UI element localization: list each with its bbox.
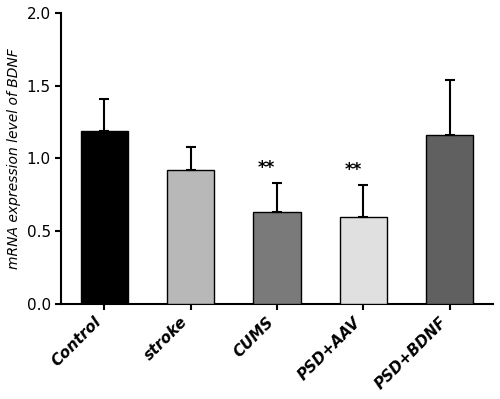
Bar: [254, 212, 301, 304]
Bar: [80, 131, 128, 304]
Y-axis label: mRNA expression level of BDNF: mRNA expression level of BDNF: [7, 48, 21, 269]
Text: **: **: [258, 159, 276, 178]
Text: **: **: [344, 161, 362, 179]
Bar: [426, 135, 474, 304]
Bar: [340, 217, 387, 304]
Bar: [167, 170, 214, 304]
